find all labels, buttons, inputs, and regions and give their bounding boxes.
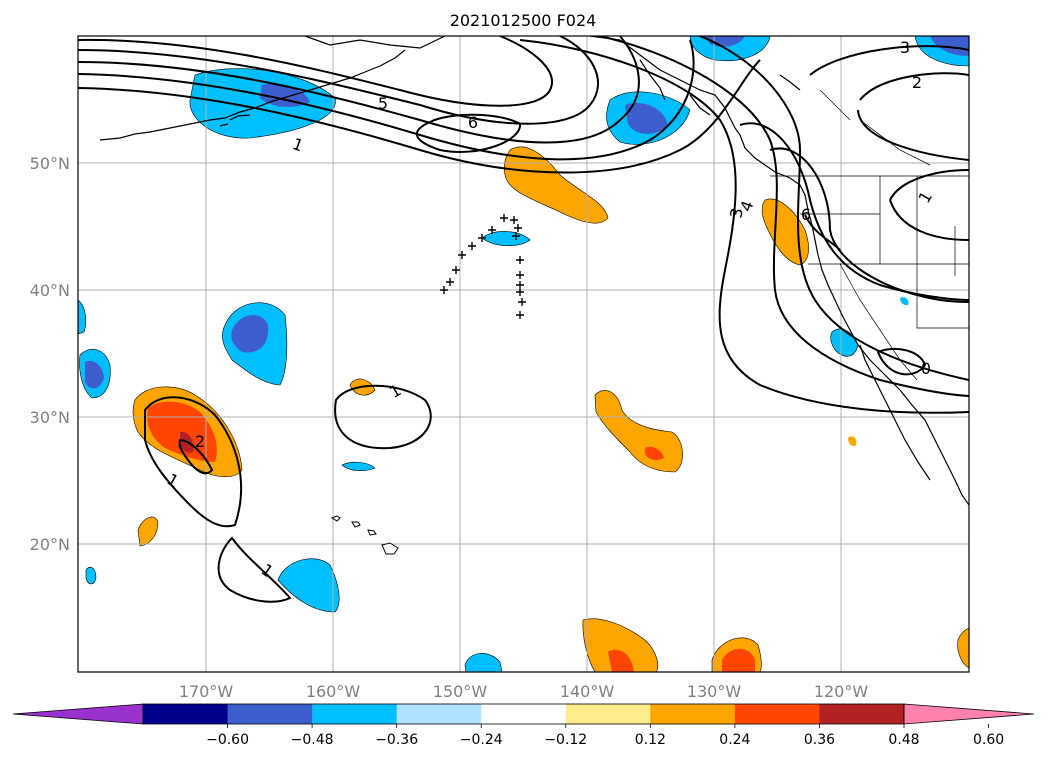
contour-label-6-coast: 6 [801, 205, 811, 224]
lon-label-140w: 140°W [560, 682, 615, 701]
colorbar-extend-low [12, 703, 144, 725]
colorbar-tick-label: 0.36 [804, 732, 835, 748]
islands [330, 515, 399, 555]
map-title: 2021012500 F024 [450, 11, 597, 30]
negative-anomaly-south-148w [464, 653, 503, 672]
colorbar-bin [481, 704, 567, 724]
positive-anomaly-baja [848, 436, 857, 447]
colorbar-bin [650, 704, 736, 724]
colorbar-tick-label: 0.60 [973, 732, 1004, 748]
colorbar-bin [819, 704, 905, 724]
colorbar-tick-label: −0.36 [375, 732, 418, 748]
colorbar-tick-label: −0.60 [206, 732, 249, 748]
latitude-labels: 50°N 40°N 30°N 20°N [30, 154, 70, 554]
positive-anomaly-gulf-alaska [503, 146, 609, 224]
colorbar-extend-high [903, 703, 1035, 725]
negative-anomaly-northeast-corner-core [930, 36, 969, 56]
colorbar-bin [734, 704, 820, 724]
lon-label-160w: 160°W [306, 682, 361, 701]
contour-label-2-northeast: 2 [912, 73, 922, 92]
shaded-anomaly-fields [78, 36, 969, 672]
longitude-labels: 170°W 160°W 150°W 140°W 130°W 120°W [179, 682, 869, 701]
lat-label-50n: 50°N [30, 154, 70, 173]
positive-anomaly-southeast-corner [957, 627, 969, 669]
positive-anomaly-south-130w-core [722, 648, 755, 672]
colorbar-bin [396, 704, 482, 724]
colorbar-tick-label: −0.24 [460, 732, 503, 748]
colorbar: −0.60 −0.48 −0.36 −0.24 −0.12 0.12 0.24 0.36 0.4… [12, 703, 1035, 748]
negative-anomaly-west-edge-38n [78, 299, 87, 335]
colorbar-bin [143, 704, 229, 724]
negative-anomaly-small-28n [341, 461, 376, 471]
negative-anomaly-nevada [900, 297, 909, 306]
colorbar-tick-label: 0.48 [888, 732, 919, 748]
contour-label-5: 5 [378, 94, 388, 113]
negative-anomaly-small-45n [481, 231, 531, 247]
negative-anomaly-gulf-alaska-core [625, 102, 668, 134]
lat-label-40n: 40°N [30, 281, 70, 300]
colorbar-tick-label: 0.24 [719, 732, 750, 748]
trajectory-markers [440, 214, 526, 319]
map-frame [77, 35, 970, 673]
colorbar-bin [227, 704, 313, 724]
positive-anomaly-south-140w-core [608, 649, 634, 672]
graticule [78, 36, 969, 672]
lon-label-130w: 130°W [687, 682, 742, 701]
negative-anomaly-aleutians [189, 68, 336, 139]
lat-label-30n: 30°N [30, 408, 70, 427]
colorbar-bin [312, 704, 398, 724]
positive-anomaly-pacific-northwest [761, 198, 809, 266]
positive-anomaly-east-28n [594, 390, 683, 473]
positive-anomaly-east-28n-core [645, 446, 664, 461]
state-borders [770, 89, 969, 381]
lon-label-170w: 170°W [179, 682, 234, 701]
negative-anomaly-north-edge-core [705, 36, 745, 47]
negative-anomaly-south-160w [277, 558, 340, 613]
colorbar-tick-label: −0.48 [291, 732, 334, 748]
colorbar-tick-label: 0.12 [635, 732, 666, 748]
colorbar-bin [565, 704, 651, 724]
map-panel: 1 1 1 1 2 5 6 3 2 4 3 6 1 0 [78, 36, 969, 672]
negative-anomaly-163w-37n-core [231, 314, 269, 353]
contour-label-2-west: 2 [195, 432, 205, 451]
lon-label-150w: 150°W [433, 682, 488, 701]
negative-anomaly-south-west [85, 566, 97, 585]
height-contours [78, 36, 969, 603]
contour-label-small-ring: 0 [921, 359, 931, 378]
negative-anomaly-west-edge-32n-core [85, 360, 104, 389]
colorbar-outline [142, 703, 905, 725]
lon-label-120w: 120°W [814, 682, 869, 701]
lat-label-20n: 20°N [30, 535, 70, 554]
contour-label-3-coast: 3 [726, 206, 746, 219]
contour-label-6-gulf: 6 [468, 113, 478, 132]
contour-label-3-northeast: 3 [900, 38, 910, 57]
colorbar-tick-label: −0.12 [544, 732, 587, 748]
